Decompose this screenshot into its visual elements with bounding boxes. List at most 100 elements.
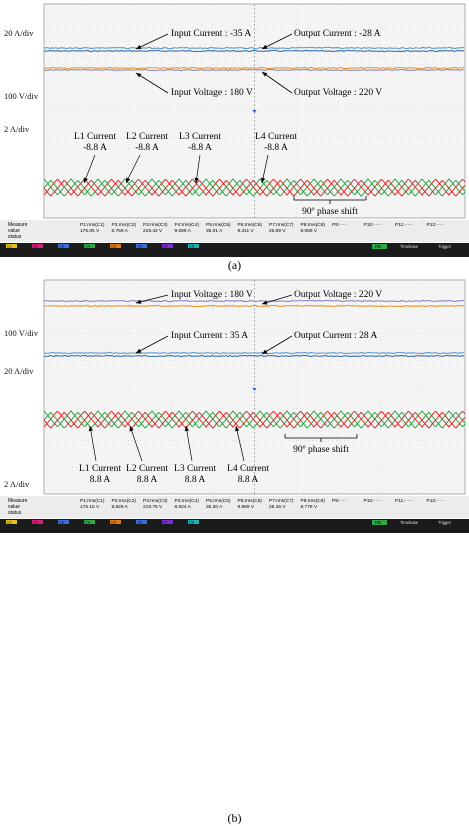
measure-value: 9.086 V [301, 228, 318, 234]
l3-current-trace [43, 410, 466, 427]
l3-value: 8.8 A [185, 475, 206, 485]
output-voltage-arrow [261, 294, 293, 305]
channel-tag [58, 520, 69, 524]
l2-value: -8.8 A [135, 143, 159, 153]
l1-arrow [83, 154, 96, 184]
measure-header: P1:rms(C1) [80, 498, 105, 504]
l3-label: L3 Current [174, 464, 216, 474]
output-current-label: Output Current : 28 A [294, 331, 378, 341]
output-current-arrowhead [262, 44, 268, 49]
input-voltage-arrowhead [136, 299, 142, 304]
l3-arrowhead [194, 177, 199, 183]
l4-arrowhead [260, 177, 266, 183]
channel-name: C6 [137, 521, 142, 525]
l4-label: L4 Current [255, 132, 297, 142]
input-voltage-label: Input Voltage : 180 V [171, 88, 253, 98]
l3-label: L3 Current [179, 132, 221, 142]
l1-label: L1 Current [79, 464, 121, 474]
phase-shift-label: 90º phase shift [302, 206, 358, 217]
measure-header: P2:rms(C2) [112, 498, 137, 504]
l1-current-trace [43, 411, 466, 428]
l1-arrowhead [83, 177, 88, 183]
measure-value: 175.15 V [80, 504, 100, 510]
hd-badge [372, 520, 387, 525]
oscilloscope-screen-a: 20 A/div 100 V/div 2 A/div Input Current : … [0, 0, 469, 258]
channel-tag [136, 520, 147, 524]
value-label: value [8, 228, 20, 234]
channel-tag [110, 244, 121, 248]
channel-name: C8 [189, 521, 194, 525]
caption-a: (a) [227, 258, 242, 272]
channel-tag [162, 244, 173, 248]
measure-label: Measure [8, 222, 28, 228]
measure-header: P5:rms(C5) [206, 498, 231, 504]
input-current-trace [43, 46, 465, 50]
measure-value: 26.89 V [269, 228, 286, 234]
scale-label-mid: 100 V/div [4, 91, 39, 101]
measure-value: 6.758 A [112, 228, 129, 234]
timebase-label: Timebase [400, 520, 419, 525]
channel-name: C4 [85, 245, 90, 249]
output-voltage-arrowhead [262, 300, 268, 305]
channel-name: C5 [111, 245, 116, 249]
l1-value: 8.8 A [90, 475, 111, 485]
output-current-arrow [261, 335, 293, 355]
channel-tag [162, 520, 173, 524]
channel-tag [6, 244, 17, 248]
measure-header: P7:rms(C7) [269, 222, 294, 228]
l4-value: -8.8 A [264, 143, 288, 153]
measure-header: P9:- - - [332, 498, 347, 504]
measure-header: P6:rms(C6) [238, 498, 263, 504]
trigger-label: Trigger [438, 520, 452, 525]
channel-name: C5 [111, 521, 116, 525]
timebase-label: Timebase [400, 244, 419, 249]
measure-header: P8:rms(C8) [301, 498, 326, 504]
channel-name: C4 [85, 521, 90, 525]
l1-value: -8.8 A [83, 143, 107, 153]
channel-strip [0, 243, 469, 257]
measure-table-background [0, 496, 469, 518]
channel-name: C8 [189, 245, 194, 249]
input-current-trace [43, 351, 465, 355]
channel-name: C2 [33, 521, 38, 525]
measure-value: 9.089 A [175, 228, 192, 234]
input-current-label: Input Current : -35 A [171, 29, 251, 39]
measure-header: P10:- - - [364, 498, 382, 504]
output-current-arrow [261, 33, 293, 50]
measure-header: P1:rms(C1) [80, 222, 105, 228]
l1-arrow [89, 425, 97, 462]
scale-label-mid: 20 A/div [4, 366, 34, 376]
measure-header: P10:- - - [364, 222, 382, 228]
panel-b: 100 V/div 20 A/div 2 A/div Input Voltage : … [0, 276, 469, 825]
l2-value: 8.8 A [137, 475, 158, 485]
output-voltage-label: Output Voltage : 220 V [294, 88, 382, 98]
status-label: status [8, 510, 22, 516]
l4-arrowhead [234, 426, 240, 432]
phase-shift-bracket [284, 434, 358, 442]
measure-header: P9:- - - [332, 222, 347, 228]
channel-strip [0, 519, 469, 533]
measure-header: P5:rms(C5) [206, 222, 231, 228]
l2-arrow [129, 425, 143, 462]
channel-name: C1 [7, 521, 12, 525]
output-voltage-arrowhead [262, 72, 268, 77]
measure-value: 8.829 A [112, 504, 129, 510]
measure-header: P11:- - - [395, 222, 412, 228]
hd-label: HD [375, 520, 381, 525]
scale-label-low: 2 A/div [4, 479, 30, 489]
channel-name: C2 [33, 245, 38, 249]
input-voltage-arrowhead [136, 73, 142, 78]
input-voltage-arrow [135, 72, 169, 94]
measure-value: 9.869 V [238, 504, 255, 510]
channel-name: C6 [137, 245, 142, 249]
scale-label-top: 20 A/div [4, 28, 34, 38]
channel-name: C3 [59, 521, 64, 525]
l4-value: 8.8 A [238, 475, 259, 485]
l1-label: L1 Current [74, 132, 116, 142]
measure-header: P12:- - - [427, 222, 445, 228]
channel-tag [188, 244, 199, 248]
output-voltage-label: Output Voltage : 220 V [294, 290, 382, 300]
channel-tag [84, 520, 95, 524]
measure-label: Measure [8, 498, 28, 504]
measure-header: P3:rms(C3) [143, 222, 168, 228]
